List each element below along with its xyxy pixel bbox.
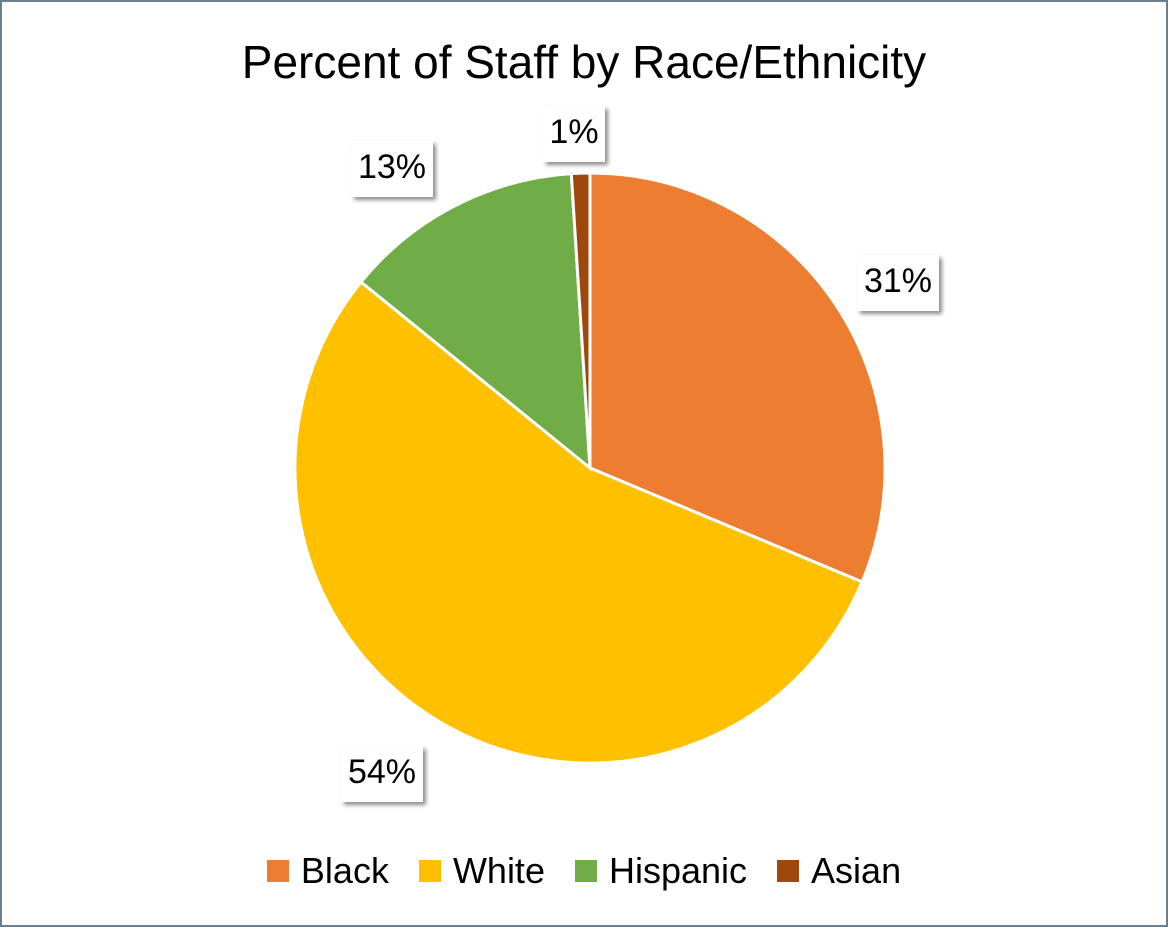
legend-label: White [452, 850, 545, 891]
legend-swatch [777, 860, 800, 882]
data-label-box [341, 746, 423, 802]
legend-item-white: White [418, 850, 545, 892]
data-label-box [351, 141, 433, 197]
legend-item-asian: Asian [777, 850, 901, 892]
legend-label: Black [300, 850, 389, 891]
pie-data-labels: 31% 54% 13% 1% [341, 106, 939, 802]
pie-slice-white [293, 279, 865, 765]
data-label-asian: 1% [543, 106, 605, 162]
data-label-text: 54% [348, 753, 416, 791]
legend-label: Hispanic [608, 850, 748, 891]
legend-item-hispanic: Hispanic [574, 850, 748, 892]
legend: Black White Hispanic Asian [0, 850, 1168, 892]
data-label-black: 31% [857, 255, 939, 311]
chart-title: Percent of Staff by Race/Ethnicity [241, 36, 927, 88]
data-label-text: 1% [549, 113, 598, 151]
data-label-text: 13% [358, 148, 426, 186]
legend-swatch [266, 860, 289, 882]
pie-slices [293, 171, 887, 765]
legend-swatch [418, 860, 441, 882]
legend-label: Asian [811, 850, 902, 891]
legend-item-black: Black [266, 850, 389, 892]
pie-slice-asian [569, 171, 592, 469]
pie-slice-hispanic [358, 172, 592, 472]
data-label-white: 54% [341, 746, 423, 802]
data-label-hispanic: 13% [351, 141, 433, 197]
pie-slice-black [588, 171, 887, 584]
legend-swatch [574, 860, 597, 882]
data-label-text: 31% [864, 262, 932, 300]
data-label-box [857, 255, 939, 311]
data-label-box [543, 106, 605, 162]
